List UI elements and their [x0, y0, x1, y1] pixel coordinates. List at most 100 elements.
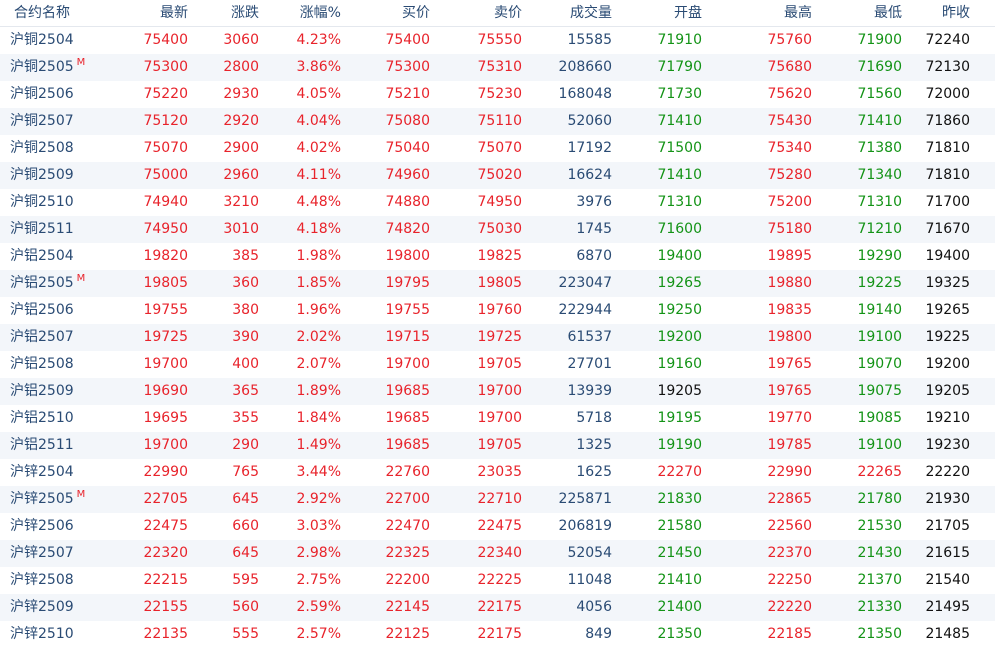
table-row[interactable]: 沪铝2504 19820 385 1.98% 19800 19825 6870 19400 19…	[0, 243, 995, 270]
low-price-cell: 71690	[857, 59, 902, 75]
ask-price-cell: 75110	[477, 113, 522, 129]
header-pct[interactable]: 涨幅%	[299, 5, 341, 21]
ask-price-cell: 19700	[477, 383, 522, 399]
header-bid[interactable]: 买价	[402, 5, 430, 21]
table-row[interactable]: 沪锌2508 22215 595 2.75% 22200 22225 11048 21410 2…	[0, 567, 995, 594]
high-price-cell: 19785	[767, 437, 812, 453]
last-price-cell: 19700	[143, 356, 188, 372]
contract-cell[interactable]: 沪铝2507	[0, 324, 113, 351]
ask-price-cell: 75020	[477, 167, 522, 183]
last-price-cell: 75220	[143, 86, 188, 102]
volume-cell: 208660	[558, 59, 612, 75]
ask-price-cell: 74950	[477, 194, 522, 210]
table-row[interactable]: 沪锌2504 22990 765 3.44% 22760 23035 1625 22270 22…	[0, 459, 995, 486]
low-price-cell: 71410	[857, 113, 902, 129]
last-price-cell: 22135	[143, 626, 188, 642]
table-row[interactable]: 沪铝2511 19700 290 1.49% 19685 19705 1325 19190 19…	[0, 432, 995, 459]
table-row[interactable]: 沪铜2506 75220 2930 4.05% 75210 75230 168048 7173…	[0, 81, 995, 108]
change-pct-cell: 4.11%	[296, 167, 341, 183]
contract-cell[interactable]: 沪铜2504	[0, 27, 113, 54]
contract-name: 沪铝2506	[10, 302, 74, 318]
high-price-cell: 75620	[767, 86, 812, 102]
contract-cell[interactable]: 沪锌2510	[0, 621, 113, 648]
contract-cell[interactable]: 沪铜2510	[0, 189, 113, 216]
table-row[interactable]: 沪铜2507 75120 2920 4.04% 75080 75110 52060 71410…	[0, 108, 995, 135]
header-ask[interactable]: 卖价	[494, 5, 522, 21]
open-price-cell: 21580	[657, 518, 702, 534]
header-last[interactable]: 最新	[160, 5, 188, 21]
change-pct-cell: 1.84%	[296, 410, 341, 426]
contract-cell[interactable]: 沪锌2509	[0, 594, 113, 621]
table-row[interactable]: 沪铜2505 M 75300 2800 3.86% 75300 75310 208660 717…	[0, 54, 995, 81]
header-open[interactable]: 开盘	[674, 5, 702, 21]
contract-cell[interactable]: 沪铜2506	[0, 81, 113, 108]
table-row[interactable]: 沪铝2506 19755 380 1.96% 19755 19760 222944 19250…	[0, 297, 995, 324]
last-price-cell: 22990	[143, 464, 188, 480]
contract-cell[interactable]: 沪锌2507	[0, 540, 113, 567]
high-price-cell: 22250	[767, 572, 812, 588]
contract-cell[interactable]: 沪铝2509	[0, 378, 113, 405]
contract-name: 沪铝2504	[10, 248, 74, 264]
contract-cell[interactable]: 沪铝2510	[0, 405, 113, 432]
contract-cell[interactable]: 沪铝2505 M	[0, 270, 113, 297]
high-price-cell: 75680	[767, 59, 812, 75]
table-row[interactable]: 沪铜2510 74940 3210 4.48% 74880 74950 3976 71310 7…	[0, 189, 995, 216]
table-row[interactable]: 沪铝2508 19700 400 2.07% 19700 19705 27701 19160 1…	[0, 351, 995, 378]
table-row[interactable]: 沪锌2505 M 22705 645 2.92% 22700 22710 225871 2183…	[0, 486, 995, 513]
table-row[interactable]: 沪铜2511 74950 3010 4.18% 74820 75030 1745 71600 7…	[0, 216, 995, 243]
contract-cell[interactable]: 沪铜2511	[0, 216, 113, 243]
table-row[interactable]: 沪锌2509 22155 560 2.59% 22145 22175 4056 21400 22…	[0, 594, 995, 621]
table-row[interactable]: 沪铝2507 19725 390 2.02% 19715 19725 61537 19200 1…	[0, 324, 995, 351]
table-row[interactable]: 沪铝2505 M 19805 360 1.85% 19795 19805 223047 1926…	[0, 270, 995, 297]
header-name[interactable]: 合约名称	[14, 5, 70, 21]
bid-price-cell: 22700	[385, 491, 430, 507]
contract-cell[interactable]: 沪锌2504	[0, 459, 113, 486]
contract-cell[interactable]: 沪锌2508	[0, 567, 113, 594]
prev-close-cell: 72240	[925, 32, 970, 48]
header-high[interactable]: 最高	[784, 5, 812, 21]
table-row[interactable]: 沪铜2509 75000 2960 4.11% 74960 75020 16624 71410…	[0, 162, 995, 189]
contract-cell[interactable]: 沪铜2505 M	[0, 54, 113, 81]
volume-cell: 15585	[567, 32, 612, 48]
volume-cell: 849	[585, 626, 612, 642]
volume-cell: 52060	[567, 113, 612, 129]
table-row[interactable]: 沪铝2510 19695 355 1.84% 19685 19700 5718 19195 19…	[0, 405, 995, 432]
header-prev[interactable]: 昨收	[942, 5, 970, 21]
prev-close-cell: 22220	[925, 464, 970, 480]
low-price-cell: 19075	[857, 383, 902, 399]
contract-cell[interactable]: 沪铝2508	[0, 351, 113, 378]
contract-cell[interactable]: 沪锌2506	[0, 513, 113, 540]
ask-price-cell: 22475	[477, 518, 522, 534]
change-pct-cell: 1.89%	[296, 383, 341, 399]
prev-close-cell: 71810	[925, 167, 970, 183]
table-row[interactable]: 沪锌2510 22135 555 2.57% 22125 22175 849 21350 221…	[0, 621, 995, 648]
header-low[interactable]: 最低	[874, 5, 902, 21]
contract-cell[interactable]: 沪铜2508	[0, 135, 113, 162]
table-row[interactable]: 沪铜2508 75070 2900 4.02% 75040 75070 17192 71500…	[0, 135, 995, 162]
contract-cell[interactable]: 沪铝2511	[0, 432, 113, 459]
bid-price-cell: 19795	[385, 275, 430, 291]
ask-price-cell: 19705	[477, 356, 522, 372]
open-price-cell: 21450	[657, 545, 702, 561]
prev-close-cell: 72000	[925, 86, 970, 102]
last-price-cell: 75000	[143, 167, 188, 183]
prev-close-cell: 19265	[925, 302, 970, 318]
contract-cell[interactable]: 沪铜2507	[0, 108, 113, 135]
high-price-cell: 75340	[767, 140, 812, 156]
prev-close-cell: 21540	[925, 572, 970, 588]
contract-cell[interactable]: 沪铜2509	[0, 162, 113, 189]
table-row[interactable]: 沪铜2504 75400 3060 4.23% 75400 75550 15585 71910…	[0, 27, 995, 54]
contract-cell[interactable]: 沪锌2505 M	[0, 486, 113, 513]
table-row[interactable]: 沪锌2506 22475 660 3.03% 22470 22475 206819 21580…	[0, 513, 995, 540]
table-row[interactable]: 沪铝2509 19690 365 1.89% 19685 19700 13939 19205 1…	[0, 378, 995, 405]
header-change[interactable]: 涨跌	[231, 5, 259, 21]
bid-price-cell: 75210	[385, 86, 430, 102]
table-row[interactable]: 沪锌2507 22320 645 2.98% 22325 22340 52054 21450 2…	[0, 540, 995, 567]
low-price-cell: 21530	[857, 518, 902, 534]
contract-cell[interactable]: 沪铝2506	[0, 297, 113, 324]
volume-cell: 61537	[567, 329, 612, 345]
contract-cell[interactable]: 沪铝2504	[0, 243, 113, 270]
header-volume[interactable]: 成交量	[570, 5, 612, 21]
change-cell: 555	[232, 626, 259, 642]
change-pct-cell: 1.85%	[296, 275, 341, 291]
